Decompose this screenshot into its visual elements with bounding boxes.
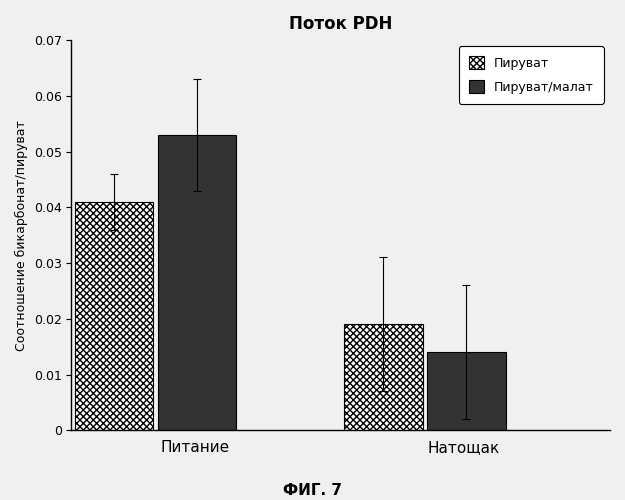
Text: ФИГ. 7: ФИГ. 7	[283, 483, 342, 498]
Title: Поток PDH: Поток PDH	[289, 15, 392, 33]
Bar	[344, 324, 422, 430]
Bar	[75, 202, 153, 430]
Bar	[427, 352, 506, 430]
Y-axis label: Соотношение бикарбонат/пируват: Соотношение бикарбонат/пируват	[15, 120, 28, 350]
Bar	[158, 135, 236, 430]
Legend: Пируват, Пируват/малат: Пируват, Пируват/малат	[459, 46, 604, 104]
